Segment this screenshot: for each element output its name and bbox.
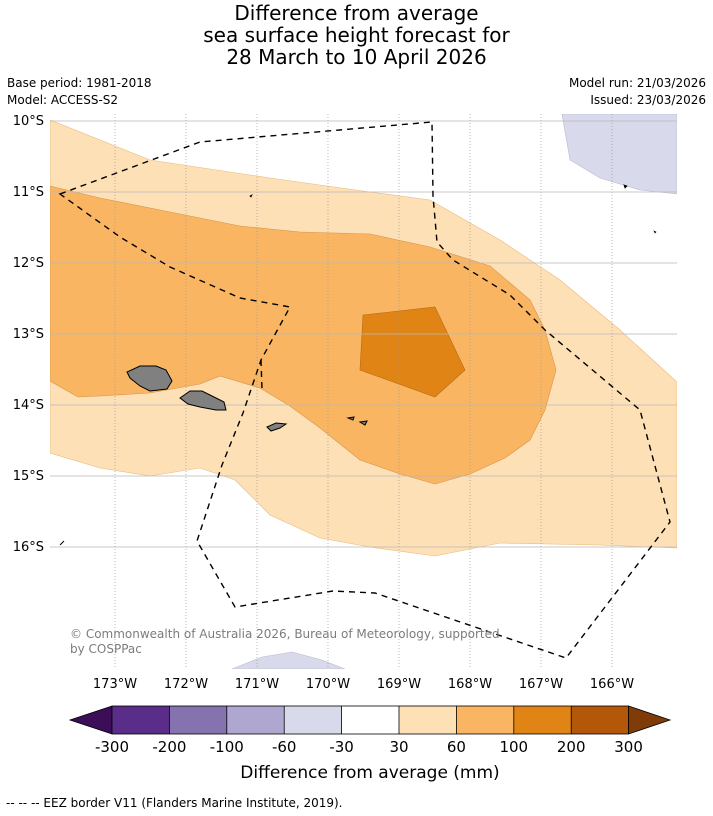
tutuila-island	[266, 422, 288, 432]
colorbar-tick-300: 300	[614, 738, 643, 756]
colorbar-bin-4	[284, 706, 342, 734]
map-area: © Commonwealth of Australia 2026, Bureau…	[50, 114, 677, 669]
colorbar-bin-5	[341, 706, 399, 734]
copyright-notice-line2: by COSPPac	[70, 642, 142, 656]
sw-islet	[59, 540, 65, 546]
lat-label-10s: 10°S	[13, 114, 44, 129]
lon-label-173w: 173°W	[93, 677, 137, 692]
model-name: Model: ACCESS-S2	[7, 93, 119, 107]
base-period: Base period: 1981-2018	[7, 76, 152, 90]
contour-60-100	[50, 185, 557, 485]
colorbar-tick-minus300: -300	[95, 738, 129, 756]
e-islet	[653, 230, 657, 234]
lon-label-168w: 168°W	[448, 677, 492, 692]
issued-date: Issued: 23/03/2026	[590, 93, 706, 107]
ne-islet	[623, 184, 628, 189]
colorbar-bin-7	[456, 706, 514, 734]
title-line-3: 28 March to 10 April 2026	[226, 45, 487, 69]
lat-label-15s: 15°S	[13, 469, 44, 484]
manua-island-2	[358, 420, 368, 426]
lon-label-170w: 170°W	[306, 677, 350, 692]
lat-label-11s: 11°S	[13, 185, 44, 200]
graticule	[114, 114, 613, 669]
title-line-2: sea surface height forecast for	[203, 23, 510, 47]
colorbar-tick-minus200: -200	[152, 738, 186, 756]
colorbar-bin-2	[169, 706, 227, 734]
colorbar-high-extend	[628, 705, 672, 735]
colorbar-bin-9	[571, 706, 629, 734]
colorbar-tick-60: 60	[447, 738, 466, 756]
lon-label-171w: 171°W	[235, 677, 279, 692]
manua-island-1	[346, 416, 355, 421]
lon-label-167w: 167°W	[519, 677, 563, 692]
colorbar-bin-1	[112, 706, 170, 734]
lat-label-14s: 14°S	[13, 398, 44, 413]
lon-label-169w: 169°W	[377, 677, 421, 692]
lat-label-16s: 16°S	[13, 540, 44, 555]
contour-minus60-minus30-s	[231, 651, 346, 669]
lon-label-166w: 166°W	[590, 677, 634, 692]
colorbar-label: Difference from average (mm)	[240, 763, 499, 783]
eez-legend-note: -- -- -- EEZ border V11 (Flanders Marine…	[6, 796, 343, 810]
model-run: Model run: 21/03/2026	[568, 76, 706, 90]
colorbar-low-extend	[68, 705, 113, 735]
colorbar-tick-200: 200	[557, 738, 586, 756]
colorbar-tick-minus100: -100	[210, 738, 244, 756]
contour-100-200	[359, 306, 466, 398]
savaii-island	[126, 365, 173, 392]
colorbar-tick-minus30: -30	[329, 738, 354, 756]
lon-label-172w: 172°W	[164, 677, 208, 692]
colorbar-tick-minus60: -60	[272, 738, 297, 756]
contour-minus60-minus30-ne	[561, 114, 677, 195]
colorbar-bin-3	[226, 706, 285, 734]
upolu-island	[179, 390, 227, 411]
title-line-1: Difference from average	[234, 1, 479, 25]
swains-island	[249, 194, 253, 198]
colorbar-bin-8	[513, 706, 572, 734]
colorbar-tick-100: 100	[499, 738, 528, 756]
eez-borders	[58, 121, 671, 659]
lat-label-12s: 12°S	[13, 256, 44, 271]
colorbar-tick-30: 30	[389, 738, 408, 756]
lat-label-13s: 13°S	[13, 327, 44, 342]
colorbar: -300 -200 -100 -60 -30 30 60 100 200 300…	[68, 705, 672, 783]
colorbar-bin-6	[399, 706, 457, 734]
copyright-notice: © Commonwealth of Australia 2026, Bureau…	[70, 627, 500, 641]
